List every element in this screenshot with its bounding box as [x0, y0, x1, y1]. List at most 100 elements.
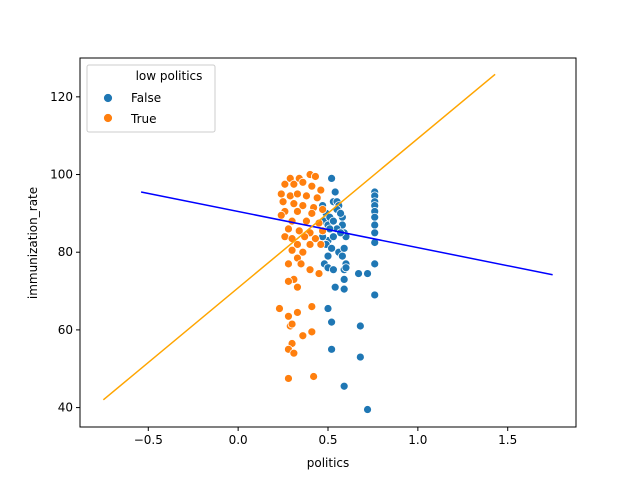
- data-point: [323, 304, 333, 313]
- data-point: [339, 274, 349, 284]
- data-point: [293, 308, 302, 317]
- data-point: [355, 352, 365, 362]
- data-point: [298, 247, 308, 257]
- data-point: [294, 226, 304, 236]
- data-point: [280, 232, 290, 242]
- y-tick-label: 80: [58, 245, 73, 259]
- data-point: [285, 191, 295, 201]
- data-point: [284, 311, 293, 321]
- legend-label-true: True: [130, 112, 157, 126]
- data-point: [336, 208, 345, 218]
- data-point: [293, 189, 302, 199]
- data-point: [289, 199, 299, 209]
- data-point: [370, 220, 380, 230]
- data-point: [363, 269, 372, 278]
- data-point: [327, 174, 336, 183]
- x-axis-label: politics: [307, 456, 350, 470]
- data-point: [307, 327, 317, 337]
- data-point: [327, 243, 336, 253]
- data-point: [284, 374, 293, 383]
- data-point: [293, 207, 302, 216]
- data-point: [311, 234, 320, 244]
- x-tick-label: −0.5: [134, 433, 163, 447]
- data-point: [370, 259, 380, 269]
- data-point: [341, 263, 351, 273]
- legend-frame: [86, 64, 216, 133]
- data-point: [370, 290, 380, 300]
- data-point: [328, 216, 338, 226]
- data-point: [312, 193, 322, 203]
- data-point: [370, 228, 380, 238]
- y-tick-label: 100: [50, 168, 73, 182]
- trend-line-2: [102, 73, 496, 401]
- data-point: [330, 282, 340, 292]
- data-point: [305, 240, 315, 249]
- data-point: [293, 282, 302, 292]
- data-point: [298, 331, 308, 341]
- data-point: [284, 276, 293, 286]
- data-point: [307, 302, 317, 311]
- data-point: [339, 243, 349, 253]
- legend-marker-false: [103, 93, 113, 103]
- data-point: [284, 259, 293, 269]
- data-point: [307, 181, 317, 191]
- data-point: [276, 210, 286, 220]
- data-point: [309, 372, 319, 381]
- data-point: [275, 304, 284, 313]
- y-axis-ticks: 40 60 80 100 120: [50, 90, 80, 415]
- data-point: [311, 172, 320, 181]
- series-false: [318, 174, 380, 414]
- data-point: [280, 179, 290, 189]
- data-point: [289, 348, 299, 358]
- x-tick-label: 1.0: [408, 433, 427, 447]
- data-point: [302, 191, 311, 201]
- data-point: [330, 187, 340, 197]
- series-layer: [275, 170, 380, 414]
- legend: low politics False True: [86, 64, 216, 133]
- data-point: [370, 212, 380, 222]
- y-tick-label: 60: [58, 323, 73, 337]
- legend-marker-true: [103, 113, 113, 123]
- y-tick-label: 40: [58, 401, 73, 415]
- data-point: [316, 185, 326, 195]
- data-point: [327, 317, 336, 327]
- data-point: [287, 245, 297, 255]
- data-point: [318, 205, 328, 214]
- x-axis-ticks: −0.5 0.0 0.5 1.0 1.5: [134, 427, 517, 447]
- data-point: [327, 344, 336, 354]
- data-point: [276, 189, 286, 199]
- y-tick-label: 120: [50, 90, 73, 104]
- legend-title: low politics: [136, 69, 203, 83]
- data-point: [278, 197, 288, 207]
- data-point: [355, 321, 365, 331]
- y-axis-label: immunization_rate: [26, 187, 40, 299]
- data-point: [287, 319, 297, 329]
- data-point: [363, 405, 372, 414]
- data-point: [298, 201, 308, 211]
- x-tick-label: 0.0: [229, 433, 248, 447]
- data-point: [289, 179, 299, 189]
- data-point: [296, 259, 306, 269]
- x-tick-label: 0.5: [318, 433, 337, 447]
- legend-label-false: False: [131, 91, 161, 105]
- data-point: [314, 269, 324, 278]
- data-point: [328, 265, 338, 275]
- data-point: [284, 224, 293, 234]
- trend-line-1: [140, 191, 553, 276]
- regression-lines: [102, 73, 553, 401]
- data-point: [298, 177, 308, 187]
- x-tick-label: 1.5: [498, 433, 517, 447]
- data-point: [354, 269, 363, 278]
- data-point: [339, 284, 349, 294]
- series-true: [275, 170, 328, 383]
- data-point: [316, 240, 326, 249]
- data-point: [307, 208, 317, 218]
- data-point: [300, 232, 310, 242]
- data-point: [337, 251, 347, 261]
- data-point: [323, 251, 333, 261]
- data-point: [293, 240, 302, 249]
- data-point: [305, 265, 315, 275]
- data-point: [339, 381, 349, 391]
- data-point: [328, 232, 338, 242]
